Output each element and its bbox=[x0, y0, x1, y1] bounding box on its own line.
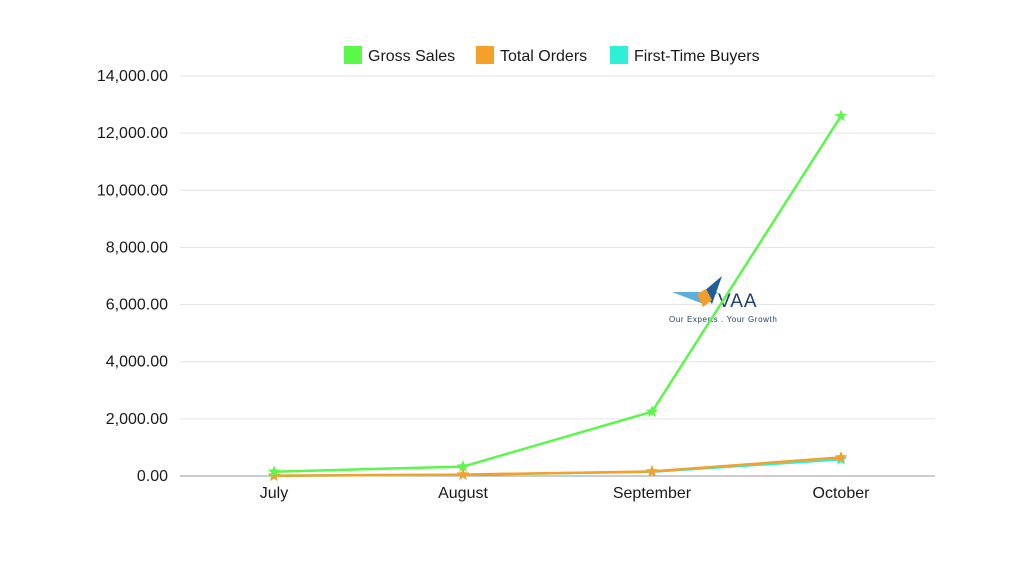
x-tick-label: July bbox=[260, 485, 288, 502]
logo-text: VAA bbox=[718, 291, 758, 312]
y-tick-label: 10,000.00 bbox=[97, 182, 168, 199]
data-point-star bbox=[834, 450, 848, 463]
x-tick-label: September bbox=[613, 485, 692, 502]
y-tick-label: 14,000.00 bbox=[97, 68, 168, 85]
data-point-star bbox=[456, 468, 470, 480]
legend-label: First-Time Buyers bbox=[634, 48, 760, 65]
y-tick-label: 6,000.00 bbox=[106, 297, 168, 314]
data-point-star bbox=[267, 469, 281, 481]
x-tick-label: August bbox=[438, 485, 488, 502]
series-line bbox=[273, 456, 842, 477]
data-point-star bbox=[456, 460, 470, 472]
series-line bbox=[273, 115, 843, 473]
y-tick-label: 4,000.00 bbox=[106, 354, 168, 371]
logo-tagline: Our Experts . Your Growth bbox=[669, 315, 777, 324]
x-tick-label: October bbox=[813, 485, 871, 502]
y-tick-label: 12,000.00 bbox=[97, 125, 168, 142]
legend-swatch bbox=[344, 46, 362, 64]
legend: Gross Sales Total Orders First-Time Buyers bbox=[344, 46, 760, 65]
legend-swatch bbox=[476, 46, 494, 64]
data-point-star bbox=[645, 405, 659, 417]
series bbox=[267, 109, 848, 482]
y-tick-label: 8,000.00 bbox=[106, 239, 168, 256]
data-point-star bbox=[834, 109, 848, 122]
y-tick-label: 2,000.00 bbox=[106, 411, 168, 428]
gridlines bbox=[180, 75, 935, 477]
legend-label: Total Orders bbox=[500, 48, 587, 65]
data-point-star bbox=[267, 465, 281, 477]
legend-swatch bbox=[610, 46, 628, 64]
logo-diamond bbox=[697, 289, 712, 307]
data-point-star bbox=[645, 464, 659, 477]
watermark-logo: VAA Our Experts . Your Growth bbox=[669, 276, 777, 324]
legend-label: Gross Sales bbox=[368, 48, 455, 65]
axes: 0.00 2,000.00 4,000.00 6,000.00 8,000.00 10,0… bbox=[97, 68, 870, 502]
y-tick-label: 0.00 bbox=[137, 468, 168, 485]
